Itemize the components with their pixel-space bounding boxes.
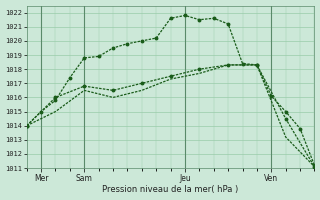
X-axis label: Pression niveau de la mer( hPa ): Pression niveau de la mer( hPa ) bbox=[102, 185, 239, 194]
